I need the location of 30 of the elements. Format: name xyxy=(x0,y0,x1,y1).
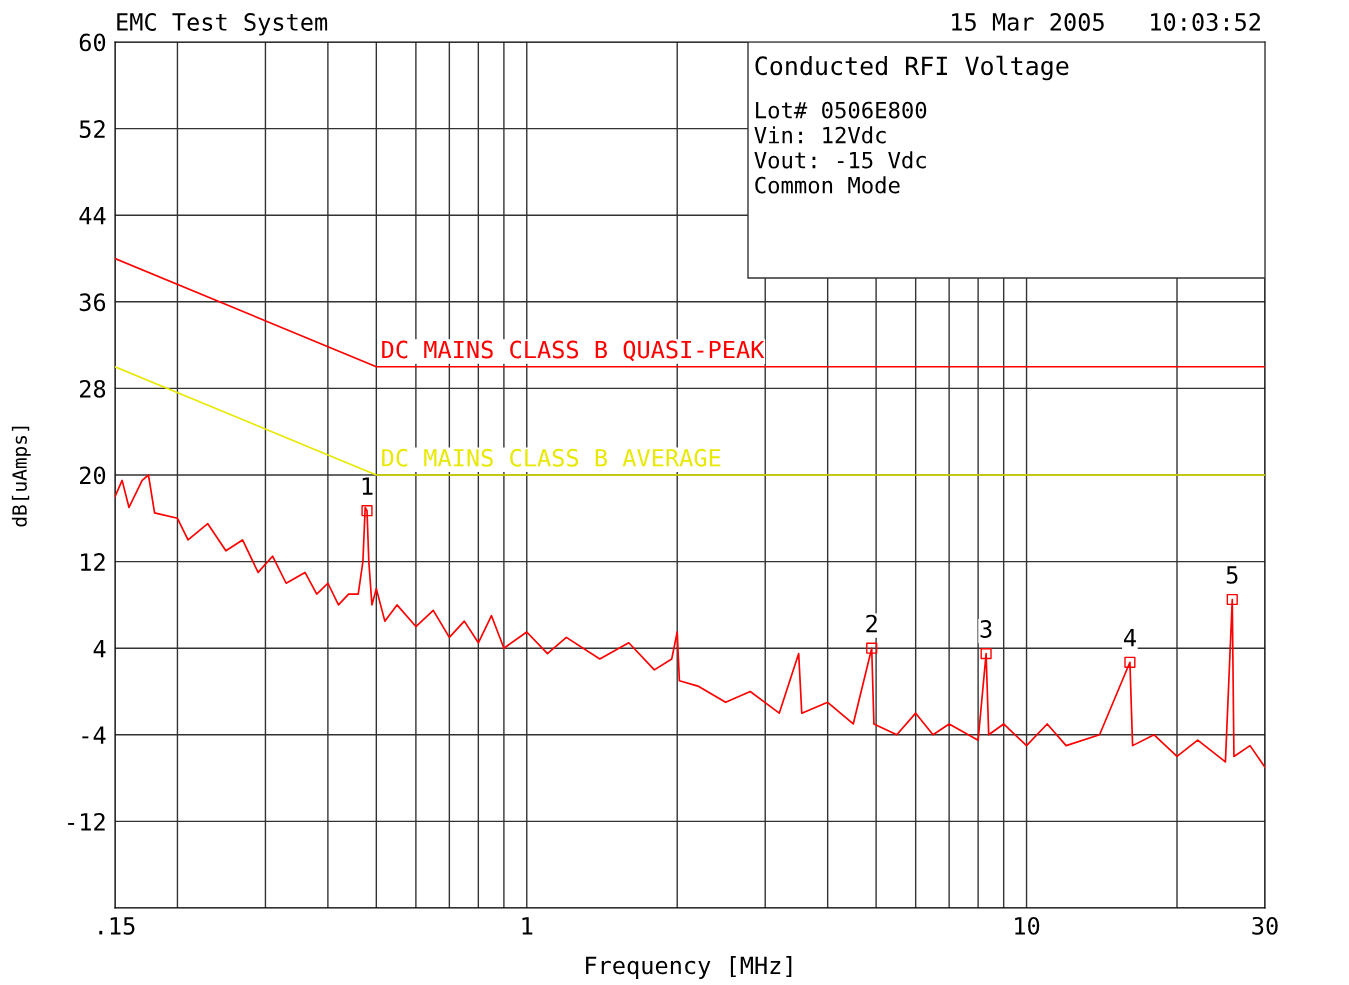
text: EMC Test System xyxy=(117,13,328,36)
x-tick-label: 10 xyxy=(1015,916,1040,935)
y-tick-label: 60 xyxy=(79,33,106,52)
y-tick-label: 12 xyxy=(81,553,105,571)
series-label: DC MAINS CLASS B QUASI-PEAK xyxy=(382,340,765,362)
annotation: Vout: -15 Vdc xyxy=(754,151,926,169)
y-tick-label: 36 xyxy=(79,293,106,312)
y-tick-label: 20 xyxy=(79,466,106,485)
annotation: 3 xyxy=(980,620,992,638)
y-tick-label: 28 xyxy=(79,379,106,398)
y-tick-label: 44 xyxy=(79,207,106,225)
annotation: Common Mode xyxy=(755,176,900,194)
annotation: 4 xyxy=(1123,629,1136,647)
series-label: DC MAINS CLASS B AVERAGE xyxy=(382,448,721,467)
annotation: Vin: 12Vdc xyxy=(754,126,886,144)
y-tick-label: 4 xyxy=(93,640,106,658)
text: Conducted RFI Voltage xyxy=(755,55,1069,81)
y-tick-label: 52 xyxy=(79,120,105,138)
x-tick-label: 30 xyxy=(1252,916,1278,935)
x-tick-label: .15 xyxy=(99,917,135,935)
x-tick-label: 1 xyxy=(522,917,533,935)
text: 15 Mar 2005 10:03:52 xyxy=(952,13,1260,31)
annotation: 1 xyxy=(362,477,373,495)
annotation: 2 xyxy=(866,614,877,633)
annotation: Lot# 0506E800 xyxy=(756,101,927,119)
y-tick-label: -4 xyxy=(82,726,106,744)
annotation: 5 xyxy=(1226,566,1238,584)
y-tick-label: -12 xyxy=(68,812,105,831)
y-axis-title: dB[uAmps] xyxy=(11,426,31,527)
x-axis-title: Frequency [MHz] xyxy=(586,956,792,979)
